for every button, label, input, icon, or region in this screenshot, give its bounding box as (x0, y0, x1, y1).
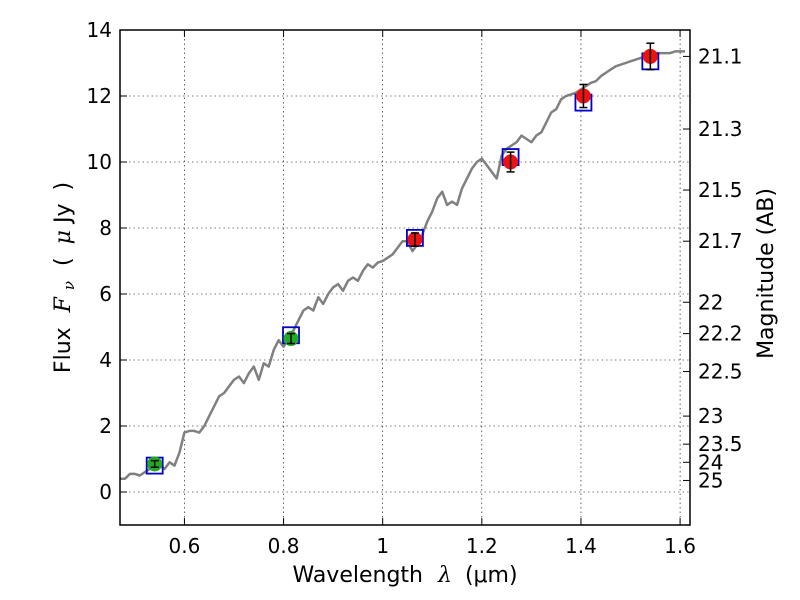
y-axis-title-unit-prefix: μ (51, 230, 76, 244)
y2-tick-label: 22.5 (698, 360, 743, 384)
photometry-layer (145, 42, 660, 475)
x-tick-label: 1.4 (565, 534, 597, 558)
y2-tick-label: 21.7 (698, 229, 743, 253)
x-axis-title: Wavelength λ (μm) (292, 563, 517, 588)
y2-tick-label: 22.2 (698, 322, 743, 346)
y-tick-label: 10 (87, 150, 112, 174)
y2-tick-label: 21.3 (698, 117, 743, 141)
x-tick-label: 1.6 (664, 534, 696, 558)
x-tick-label: 0.8 (268, 534, 300, 558)
x-tick-label: 1.2 (466, 534, 498, 558)
axis-ticks: 0.6 0.8 1 1.2 1.4 1.60246810121421.121.321.52… (87, 18, 743, 558)
y-axis-title-symbol: F (51, 296, 76, 313)
y-axis-title: Flux F ν ( μ Jy ) (51, 182, 80, 373)
y-axis-title-close-paren: ) (51, 182, 76, 191)
y-tick-label: 12 (87, 84, 112, 108)
y2-axis-title: Magnitude (AB) (754, 188, 779, 359)
y2-tick-label: 23 (698, 404, 723, 428)
y-axis-title-unit: Jy (51, 204, 76, 226)
y-tick-label: 6 (99, 282, 112, 306)
y2-tick-label: 25 (698, 468, 723, 492)
plot-frame (119, 29, 691, 526)
y-axis-title-text: Flux (51, 327, 76, 373)
spectrum-line (120, 50, 685, 481)
x-axis-title-unit: (μm) (465, 563, 518, 588)
y-tick-label: 2 (99, 414, 112, 438)
y2-tick-label: 22 (698, 290, 723, 314)
x-axis-title-symbol: λ (437, 563, 452, 588)
y-tick-label: 0 (99, 480, 112, 504)
x-tick-label: 1 (376, 534, 389, 558)
y-tick-label: 8 (99, 216, 112, 240)
y-axis-title-open-paren: ( (51, 257, 76, 266)
x-tick-label: 0.6 (169, 534, 201, 558)
y2-tick-label: 21.5 (698, 178, 743, 202)
grid-lines (120, 29, 690, 525)
spectrum-layer (120, 50, 685, 481)
x-axis-title-text: Wavelength (292, 563, 423, 588)
y2-tick-label: 21.1 (698, 44, 743, 68)
y-tick-label: 14 (87, 18, 112, 42)
y2-tick-label: 24 (698, 450, 723, 474)
y-tick-label: 4 (99, 348, 112, 372)
y2-tick-label: 23.5 (698, 432, 743, 456)
y-axis-title-subscript: ν (60, 281, 78, 290)
